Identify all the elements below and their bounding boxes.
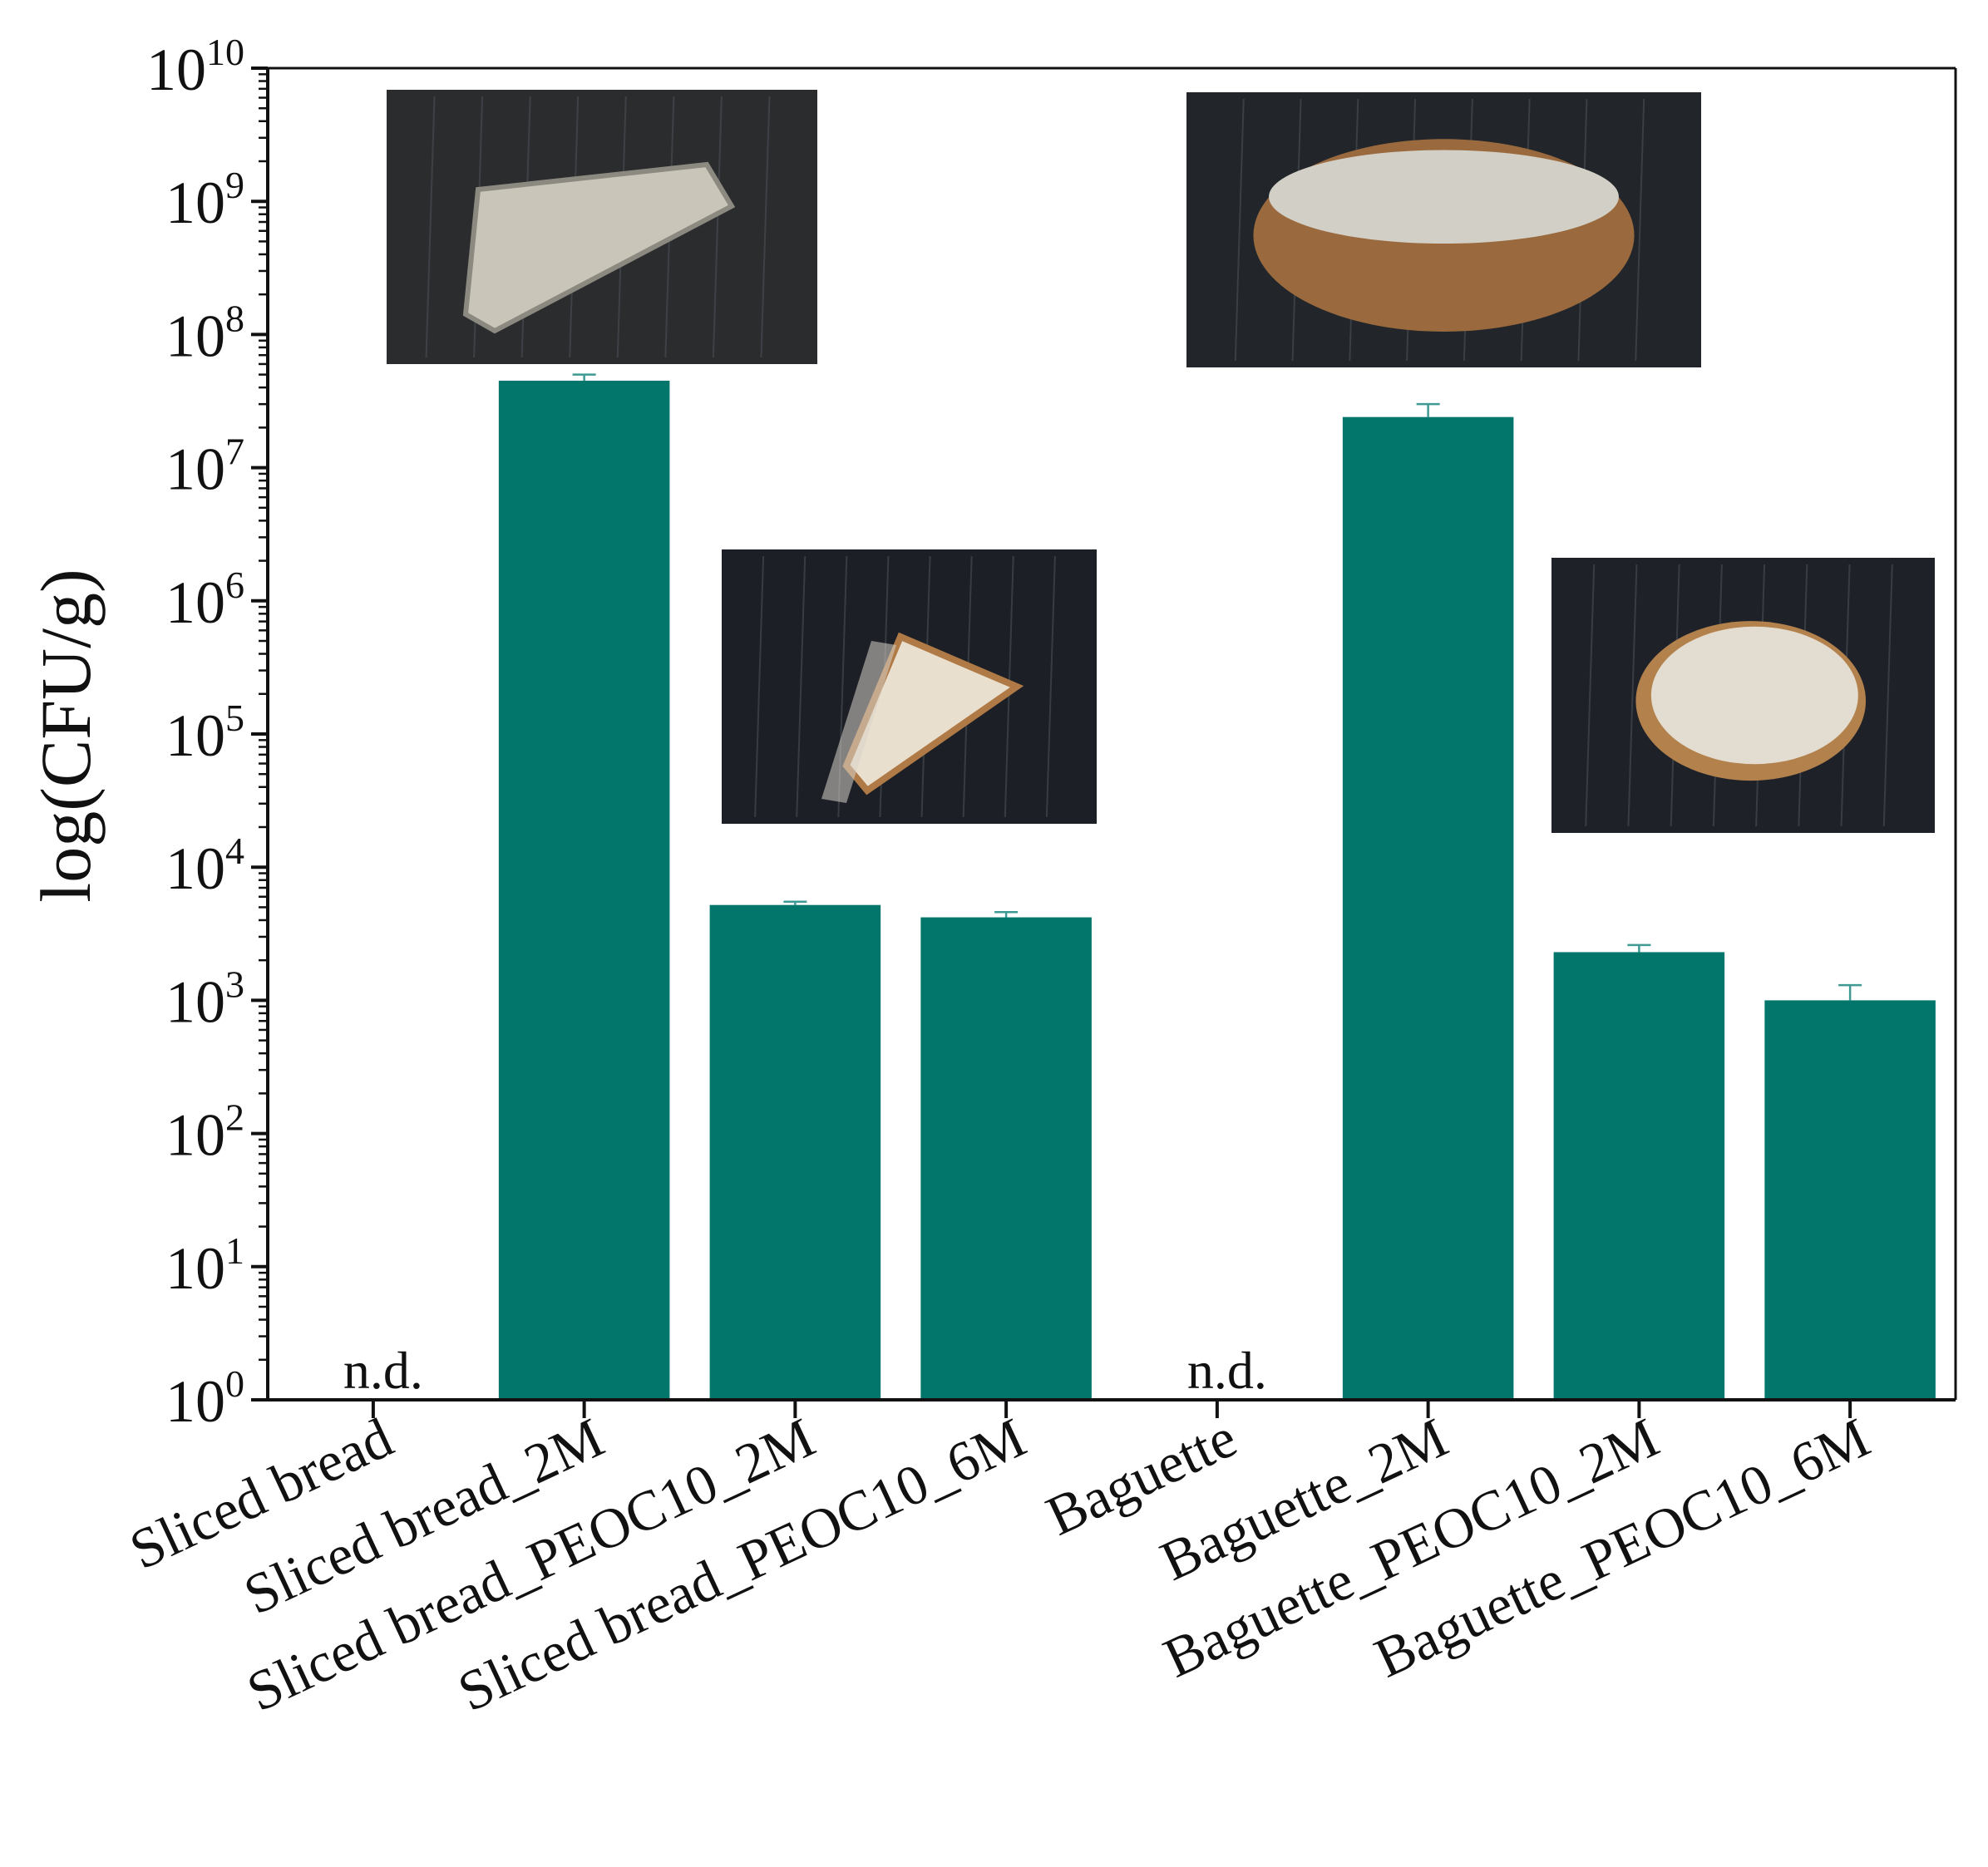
y-tick-label: 1010: [146, 31, 244, 103]
tray-ridge: [1585, 564, 1596, 827]
y-tick-label: 106: [165, 564, 244, 636]
tray-ridge: [425, 96, 436, 358]
y-tick-label: 103: [165, 963, 244, 1035]
tray-ridge: [1045, 555, 1056, 818]
bars-group: [498, 380, 1936, 1401]
y-tick-label: 102: [165, 1096, 244, 1169]
y-tick-label: 104: [165, 830, 244, 902]
error-bars-group: [572, 373, 1862, 1001]
y-tick-label: 101: [165, 1229, 244, 1302]
tray-ridge: [760, 96, 771, 358]
tray-ridge: [1635, 98, 1645, 362]
bread-wedge: [462, 161, 736, 334]
paper-sheet: [821, 641, 896, 803]
tray-ridge: [796, 555, 807, 818]
bar-8: [1764, 1000, 1936, 1400]
tray-ridge: [712, 96, 723, 358]
tray-ridge: [1234, 98, 1245, 362]
tray-ridge: [1627, 564, 1638, 827]
tray-ridge: [1882, 564, 1893, 827]
y-tick-label: 100: [165, 1362, 244, 1435]
bar-4: [920, 917, 1092, 1400]
sliced-bread-2m-photo: [387, 90, 817, 364]
y-tick-label: 109: [165, 164, 244, 236]
photo-insets: [387, 90, 1935, 833]
baguette-crumb: [1650, 626, 1858, 765]
sliced-bread-peoc10-photo: [722, 549, 1097, 824]
y-axis-label: log(CFU/g): [26, 569, 106, 902]
bar-6: [1342, 416, 1514, 1400]
y-tick-label: 108: [165, 297, 244, 369]
tray-ridge: [754, 555, 765, 818]
baguette-2m-photo: [1186, 92, 1701, 367]
annotation-nd-1: n.d.: [343, 1341, 423, 1400]
bar-3: [709, 904, 881, 1400]
bar-2: [498, 380, 670, 1401]
y-tick-label: 107: [165, 431, 244, 503]
annotations-group: n.d. n.d.: [343, 1341, 1267, 1400]
baguette-crumb: [1269, 150, 1619, 244]
annotation-nd-5: n.d.: [1187, 1341, 1267, 1400]
baguette-peoc10-photo: [1551, 558, 1935, 833]
y-tick-label: 105: [165, 697, 244, 769]
bar-7: [1553, 952, 1725, 1400]
